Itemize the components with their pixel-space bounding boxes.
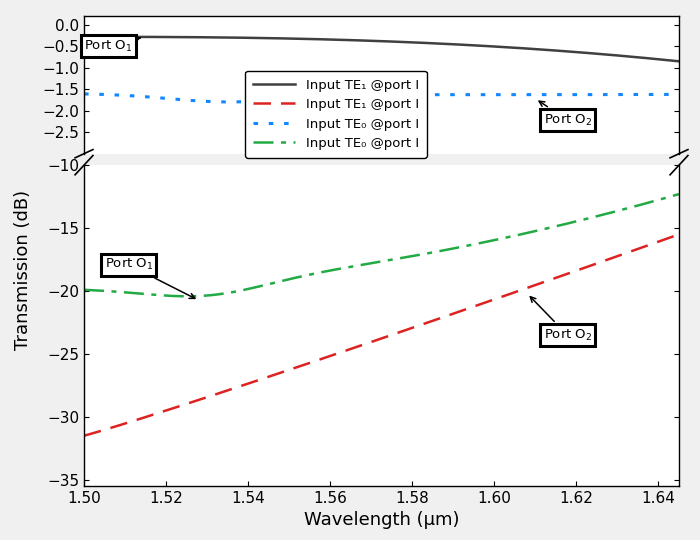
Legend: Input TE₁ @port I, Input TE₁ @port I, Input TE₀ @port I, Input TE₀ @port I: Input TE₁ @port I, Input TE₁ @port I, In…	[245, 71, 427, 158]
Text: Port O$_1$: Port O$_1$	[104, 258, 195, 299]
Input TE₀ @port I	[528, 91, 537, 98]
Input TE₁ @port I	[80, 33, 88, 40]
Text: Port O$_2$: Port O$_2$	[539, 101, 592, 128]
Text: Port O$_2$: Port O$_2$	[531, 296, 592, 343]
Text: Transmission (dB): Transmission (dB)	[14, 190, 32, 350]
Input TE₀ @port I	[478, 91, 486, 98]
X-axis label: Wavelength (μm): Wavelength (μm)	[304, 511, 459, 529]
Input TE₀ @port I	[185, 97, 193, 104]
Line: Input TE₀ @port I: Input TE₀ @port I	[84, 94, 679, 102]
Input TE₁ @port I	[675, 58, 683, 65]
Input TE₁ @port I	[349, 37, 358, 43]
Input TE₁ @port I	[185, 34, 193, 40]
Text: Port O$_1$: Port O$_1$	[84, 37, 140, 54]
Input TE₀ @port I	[431, 91, 440, 98]
Input TE₁ @port I	[528, 46, 536, 52]
Input TE₀ @port I	[350, 92, 358, 98]
Input TE₁ @port I	[233, 35, 242, 41]
Input TE₀ @port I	[234, 99, 242, 105]
Line: Input TE₁ @port I: Input TE₁ @port I	[84, 37, 679, 62]
Input TE₀ @port I	[675, 91, 683, 98]
Input TE₁ @port I	[477, 43, 486, 49]
Input TE₀ @port I	[80, 91, 88, 97]
Input TE₁ @port I	[430, 40, 439, 46]
Input TE₀ @port I	[225, 99, 233, 105]
